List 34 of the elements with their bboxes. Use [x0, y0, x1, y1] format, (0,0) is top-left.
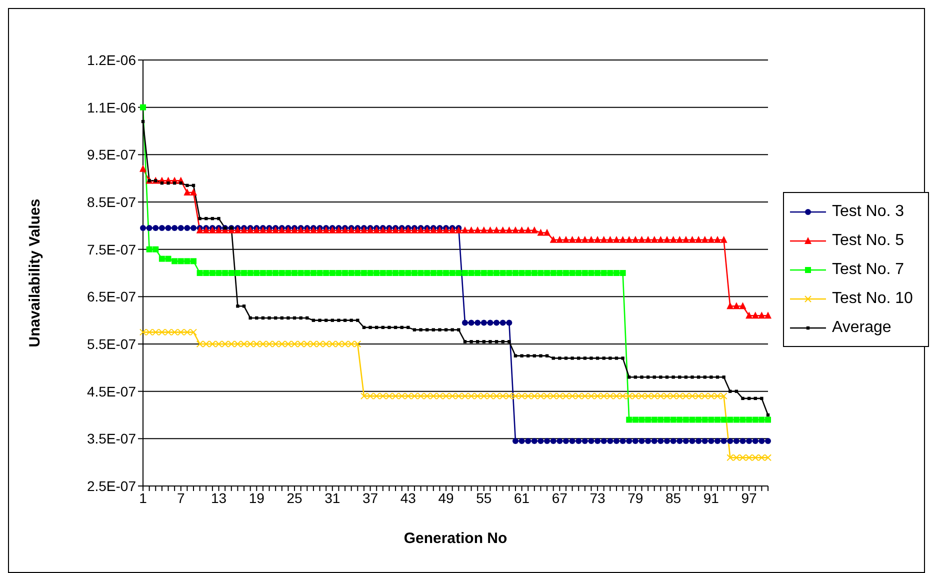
y-tick-label: 7.5E-07	[86, 241, 136, 258]
legend-label: Test No. 7	[832, 260, 904, 278]
y-axis-title: Unavailability Values	[26, 198, 44, 348]
x-tick-label: 19	[248, 490, 265, 506]
y-tick-label: 1.1E-06	[86, 99, 136, 116]
x-tick-label: 13	[210, 490, 227, 506]
legend-label: Test No. 5	[832, 232, 904, 250]
y-tick-label: 8.5E-07	[86, 194, 136, 210]
x-tick-label: 61	[514, 490, 530, 506]
legend-label: Test No. 10	[832, 290, 913, 308]
x-axis-title: Generation No	[404, 530, 508, 547]
x-tick-label: 25	[286, 490, 303, 506]
x-tick-label: 7	[176, 490, 185, 506]
x-tick-label: 67	[552, 490, 568, 506]
legend-label: Average	[832, 318, 892, 336]
x-tick-label: 85	[666, 490, 682, 506]
x-tick-label: 43	[400, 490, 416, 506]
x-tick-label: 73	[590, 490, 606, 506]
x-tick-label: 31	[324, 490, 340, 506]
legend-label: Test No. 3	[832, 202, 904, 220]
y-tick-label: 2.5E-07	[86, 478, 136, 494]
x-tick-label: 49	[438, 490, 454, 506]
x-tick-label: 91	[703, 490, 720, 506]
x-tick-label: 1	[139, 490, 148, 506]
y-tick-label: 1.2E-06	[86, 52, 136, 68]
x-tick-label: 97	[741, 490, 758, 506]
x-tick-label: 55	[476, 490, 492, 506]
y-tick-label: 6.5E-07	[86, 288, 136, 305]
x-tick-label: 37	[362, 490, 378, 506]
y-tick-label: 3.5E-07	[86, 430, 136, 447]
y-tick-label: 9.5E-07	[86, 146, 136, 163]
y-tick-label: 5.5E-07	[86, 336, 136, 352]
x-tick-label: 79	[628, 490, 644, 506]
y-tick-label: 4.5E-07	[86, 383, 136, 400]
